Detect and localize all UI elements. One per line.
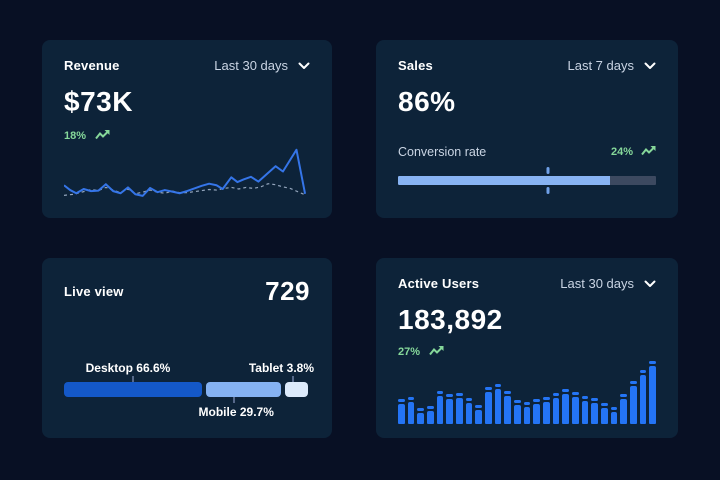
bar xyxy=(398,399,405,424)
chevron-down-icon xyxy=(298,62,310,70)
trend-up-icon xyxy=(95,127,110,145)
sales-card-title: Sales xyxy=(398,58,433,73)
bar xyxy=(630,381,637,424)
tablet-share-label: Tablet 3.8% xyxy=(248,361,314,375)
live-view-card-header: Live view 729 xyxy=(64,276,310,307)
revenue-card-header: Revenue Last 30 days xyxy=(64,58,310,73)
revenue-card-title: Revenue xyxy=(64,58,120,73)
marker-row-top xyxy=(398,167,656,174)
sales-value: 86% xyxy=(398,86,456,117)
active-users-range-select[interactable]: Last 30 days xyxy=(560,276,656,291)
revenue-range-label: Last 30 days xyxy=(214,58,288,73)
active-users-card-title: Active Users xyxy=(398,276,480,291)
bar xyxy=(446,394,454,424)
bar xyxy=(504,391,512,424)
bar xyxy=(649,361,657,424)
bar xyxy=(436,391,444,424)
sales-card: Sales Last 7 days 86% Conversion rate 24… xyxy=(376,40,678,218)
conversion-delta-text: 24% xyxy=(610,146,633,158)
segment-tablet xyxy=(284,382,309,397)
mobile-share-label: Mobile 29.7% xyxy=(198,405,274,419)
conversion-delta: 24% xyxy=(611,143,656,161)
active-users-card: Active Users Last 30 days 183,892 27% xyxy=(376,258,678,438)
device-breakdown-chart: Desktop 66.6% Tablet 3.8% Mobile 29.7% xyxy=(64,361,314,419)
device-stacked-bar xyxy=(64,382,310,397)
bar xyxy=(407,397,415,424)
revenue-delta-text: 18% xyxy=(64,130,87,142)
live-view-card: Live view 729 Desktop 66.6% Tablet 3.8% … xyxy=(42,258,332,438)
tablet-tick xyxy=(291,376,294,382)
bar xyxy=(456,393,463,424)
bar xyxy=(533,399,541,424)
mobile-tick xyxy=(232,397,235,403)
segment-desktop xyxy=(64,382,202,397)
bar xyxy=(465,398,473,424)
conversion-progress-track xyxy=(398,176,656,185)
sales-card-header: Sales Last 7 days xyxy=(398,58,656,73)
bar xyxy=(620,394,628,424)
progress-marker-top xyxy=(546,167,550,174)
bar xyxy=(601,403,608,424)
bar xyxy=(485,387,492,424)
bar xyxy=(639,370,647,424)
device-bottom-labels: Mobile 29.7% xyxy=(64,403,310,419)
bar xyxy=(610,407,618,424)
conversion-progress-fill xyxy=(398,176,610,185)
bar xyxy=(494,384,502,424)
bar xyxy=(514,400,521,424)
device-bottom-ticks xyxy=(64,397,310,403)
active-users-range-label: Last 30 days xyxy=(560,276,634,291)
segment-mobile xyxy=(205,382,281,397)
live-view-value: 729 xyxy=(265,276,310,306)
bar xyxy=(475,405,483,424)
bar xyxy=(552,393,560,424)
trend-up-icon xyxy=(641,143,656,161)
active-users-delta-text: 27% xyxy=(398,346,421,358)
revenue-value: $73K xyxy=(64,86,133,117)
conversion-rate-row: Conversion rate 24% xyxy=(398,143,656,161)
revenue-card: Revenue Last 30 days $73K 18% xyxy=(42,40,332,218)
revenue-delta-row: 18% xyxy=(64,127,310,145)
conversion-rate-label: Conversion rate xyxy=(398,145,487,159)
live-view-card-title: Live view xyxy=(64,284,124,299)
active-users-delta-row: 27% xyxy=(398,343,656,361)
progress-marker-bottom xyxy=(546,187,550,194)
sales-range-select[interactable]: Last 7 days xyxy=(568,58,657,73)
desktop-tick xyxy=(131,376,134,382)
active-users-card-header: Active Users Last 30 days xyxy=(398,276,656,291)
bar xyxy=(523,402,531,424)
chevron-down-icon xyxy=(644,62,656,70)
active-users-bar-chart xyxy=(398,361,657,424)
revenue-range-select[interactable]: Last 30 days xyxy=(214,58,310,73)
active-users-value: 183,892 xyxy=(398,304,503,335)
chevron-down-icon xyxy=(644,280,656,288)
bar xyxy=(427,406,434,424)
device-top-ticks xyxy=(64,376,310,382)
bar xyxy=(572,392,579,424)
revenue-line-chart xyxy=(64,145,310,198)
bar xyxy=(581,396,589,424)
bar xyxy=(543,397,550,424)
desktop-share-label: Desktop 66.6% xyxy=(85,361,171,375)
conversion-progress xyxy=(398,167,656,194)
bar xyxy=(591,398,599,424)
bar xyxy=(562,389,570,424)
sales-range-label: Last 7 days xyxy=(567,58,635,73)
device-top-labels: Desktop 66.6% Tablet 3.8% xyxy=(64,361,314,376)
trend-up-icon xyxy=(429,343,444,361)
marker-row-bottom xyxy=(398,187,656,194)
bar xyxy=(417,408,425,424)
